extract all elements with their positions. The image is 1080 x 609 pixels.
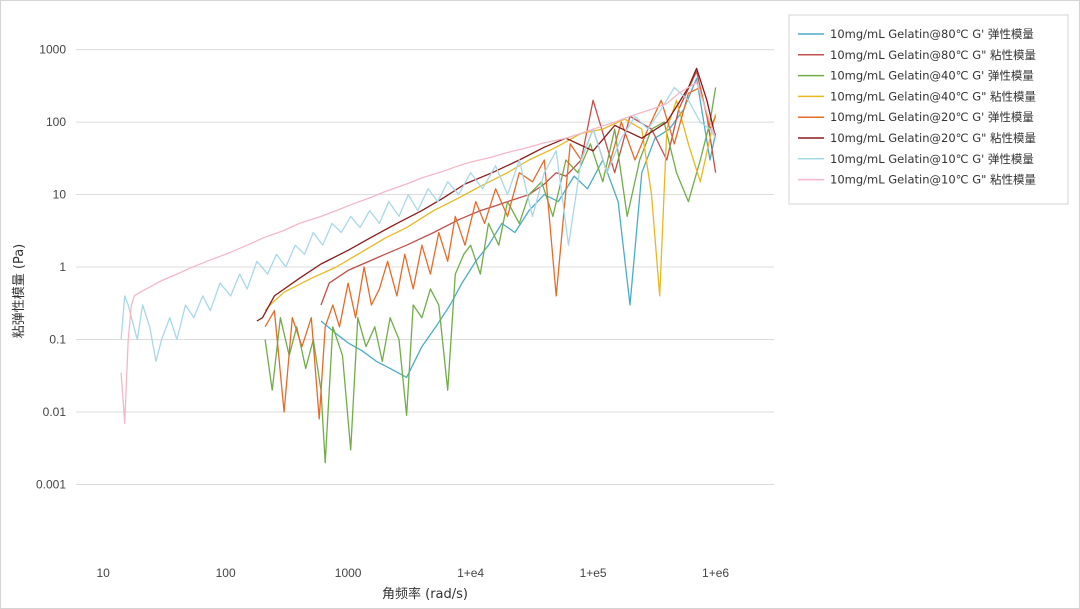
legend-label: 10mg/mL Gelatin@10℃ G" 粘性模量 <box>830 173 1036 187</box>
legend-label: 10mg/mL Gelatin@10℃ G' 弹性模量 <box>830 152 1034 166</box>
y-tick-labels: 1000 100 10 1 0.1 0.01 0.001 <box>36 43 66 492</box>
x-tick-label: 1+e6 <box>702 566 729 580</box>
legend-label: 10mg/mL Gelatin@80℃ G' 弹性模量 <box>830 27 1034 41</box>
x-tick-label: 1+e4 <box>457 566 484 580</box>
series-line-8 <box>120 81 717 424</box>
legend-label: 10mg/mL Gelatin@80℃ G" 粘性模量 <box>830 48 1036 62</box>
plot-area <box>76 15 774 557</box>
x-tick-labels: 10 100 1000 1+e4 1+e5 1+e6 <box>96 566 729 580</box>
y-tick-label: 0.001 <box>36 478 66 492</box>
y-tick-label: 1 <box>59 260 66 274</box>
series-line-2 <box>320 70 717 306</box>
series-line-1 <box>320 77 717 379</box>
x-tick-label: 1000 <box>335 566 362 580</box>
y-axis-title: 粘弹性模量 (Pa) <box>12 244 27 339</box>
x-tick-label: 100 <box>216 566 236 580</box>
legend-items: 10mg/mL Gelatin@80℃ G' 弹性模量 10mg/mL Gelat… <box>798 27 1036 187</box>
legend-label: 10mg/mL Gelatin@40℃ G' 弹性模量 <box>830 69 1034 83</box>
series-line-3 <box>264 87 717 464</box>
y-tick-label: 1000 <box>39 43 66 57</box>
y-tick-label: 100 <box>46 115 66 129</box>
x-tick-label: 10 <box>96 566 110 580</box>
y-tick-label: 0.1 <box>49 333 66 347</box>
legend-label: 10mg/mL Gelatin@20℃ G" 粘性模量 <box>830 131 1036 145</box>
series-line-5 <box>264 86 717 420</box>
legend-box <box>788 14 1069 205</box>
x-axis-title: 角频率 (rad/s) <box>382 586 468 602</box>
legend: 10mg/mL Gelatin@80℃ G' 弹性模量 10mg/mL Gelat… <box>788 14 1069 205</box>
series-lines <box>120 67 717 464</box>
legend-label: 10mg/mL Gelatin@20℃ G' 弹性模量 <box>830 110 1034 124</box>
x-tick-label: 1+e5 <box>580 566 607 580</box>
y-tick-label: 10 <box>53 188 67 202</box>
y-tick-label: 0.01 <box>43 405 67 419</box>
series-line-4 <box>264 99 717 312</box>
series-line-7 <box>120 86 717 363</box>
legend-label: 10mg/mL Gelatin@40℃ G" 粘性模量 <box>830 89 1036 103</box>
